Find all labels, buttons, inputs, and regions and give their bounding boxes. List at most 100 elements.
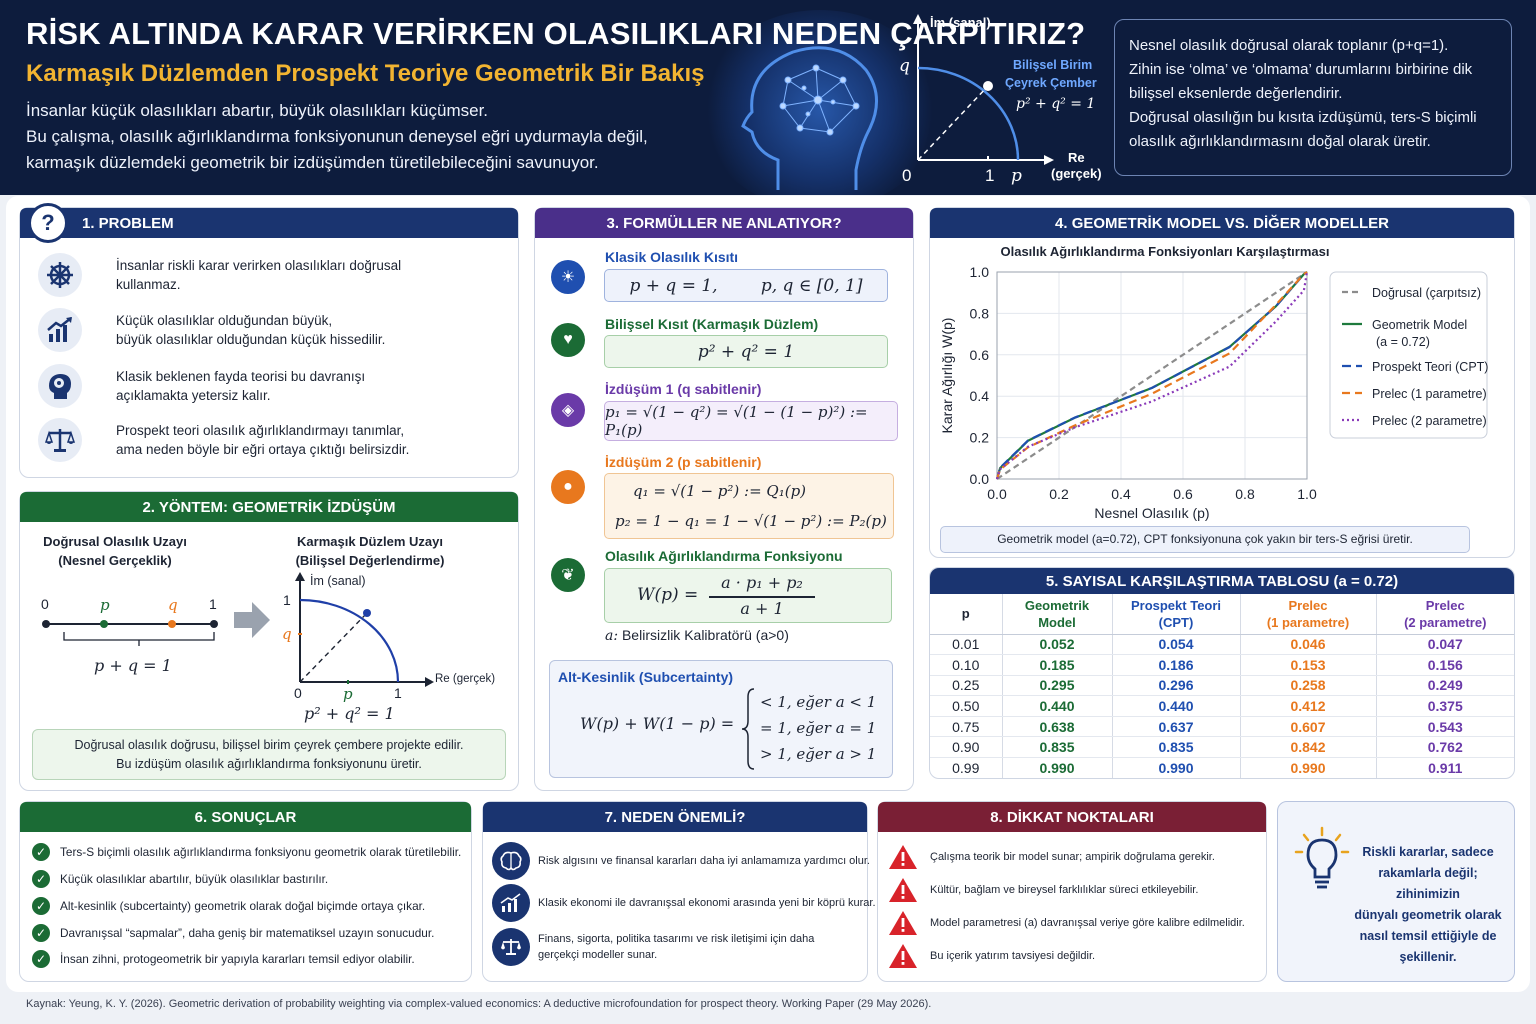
problem-title: 1. PROBLEM (82, 214, 174, 232)
subcertainty-box: Alt-Kesinlik (Subcertainty) W(p) + W(1 −… (549, 660, 893, 778)
result-text-4: Davranışsal “sapmalar”, daha geniş bir m… (60, 926, 435, 940)
results-card: 6. SONUÇLAR ✓ Ters-S biçimli olasılık ağı… (19, 801, 472, 982)
table-cell: 0.762 (1376, 736, 1514, 759)
hdr-zero-label: 0 (902, 166, 912, 185)
x-tick-label: 0.8 (1235, 486, 1255, 502)
hdr-re-sub: (gerçek) (1051, 166, 1102, 181)
method-left-title-1: Doğrusal Olasılık Uzayı (43, 534, 187, 549)
header-banner: RİSK ALTINDA KARAR VERİRKEN OLASILIKLARI… (0, 0, 1536, 195)
method-note-1: Doğrusal olasılık doğrusu, bilişsel biri… (74, 738, 464, 752)
takeaway-card: Riskli kararlar, sadece rakamlarla değil… (1277, 801, 1515, 982)
result-item-1: ✓ Ters-S biçimli olasılık ağırlıklandırma… (32, 843, 461, 861)
y-tick-label: 0.4 (970, 388, 990, 404)
head-brain-icon (38, 364, 82, 408)
table-cell: 0.835 (1002, 736, 1113, 759)
warning-icon (889, 911, 917, 935)
table-header-cell: Prospekt Teori (CPT) (1112, 594, 1241, 635)
table-title: 5. SAYISAL KARŞILAŞTIRMA TABLOSU (a = 0.… (1045, 572, 1399, 590)
legend-label-1: Doğrusal (çarpıtsız) (1372, 286, 1481, 300)
table-row: 0.99 0.990 0.990 0.990 0.911 (930, 757, 1514, 778)
y-tick-label: 0.0 (970, 471, 990, 487)
table-header-cell: p (930, 594, 1003, 635)
table-cell: 0.440 (1002, 695, 1113, 717)
caveats-header: 8. DİKKAT NOKTALARI (878, 802, 1266, 832)
table-cell: 0.01 (930, 634, 1003, 656)
caveat-item-2: Kültür, bağlam ve bireysel farklılıklar … (888, 877, 1198, 903)
result-item-3: ✓ Alt-kesinlik (subcertainty) geometrik o… (32, 897, 425, 915)
table-header-line: Model (1038, 614, 1076, 630)
results-title: 6. SONUÇLAR (194, 808, 297, 826)
table-cell: 0.412 (1240, 695, 1377, 717)
chart-title: Olasılık Ağırlıklandırma Fonksiyonları K… (1000, 244, 1330, 259)
table-cell: 0.054 (1112, 634, 1241, 656)
ship-wheel-icon (38, 253, 82, 297)
f5-note: a: Belirsizlik Kalibratörü (a>0) (605, 627, 789, 644)
table-row: 0.75 0.638 0.637 0.607 0.543 (930, 716, 1514, 738)
weighting-function-chart: 0.0 0.2 0.4 0.6 0.8 1.0 0.0 0.2 0.4 0.6 0.8 1.0 Nesn… (939, 264, 1488, 521)
table-header-line: (CPT) (1158, 614, 1194, 630)
table-cell: 0.607 (1240, 716, 1377, 738)
takeaway-line-1: Riskli kararlar, sadece (1362, 845, 1494, 859)
table-row: 0.50 0.440 0.440 0.412 0.375 (930, 695, 1514, 717)
f5-note-var: a: (605, 628, 619, 644)
formulas-header: 3. FORMÜLLER NE ANLATIYOR? (535, 208, 913, 238)
f2-label: Bilişsel Kısıt (Karmaşık Düzlem) (605, 316, 819, 332)
method-card: 2. YÖNTEM: GEOMETRİK İZDÜŞÜM Doğrusal Ol… (19, 491, 519, 791)
method-right-title-1: Karmaşık Düzlem Uzayı (297, 534, 443, 549)
importance-item-3: Finans, sigorta, politika tasarımı ve ri… (492, 928, 814, 966)
x-axis-label: Nesnel Olasılık (p) (1094, 505, 1209, 521)
caveat-text-3: Model parametresi (a) davranışsal veriye… (930, 917, 1245, 929)
warning-icon (889, 944, 917, 968)
problem-item-4: Prospekt teori olasılık ağırlıklandırmay… (38, 418, 409, 462)
f3-formula: p₁ = √(1 − q²) = √(1 − (1 − p)²) := P₁(p… (605, 403, 868, 439)
line-p-label: p (100, 596, 110, 614)
table-cell: 0.440 (1112, 695, 1241, 717)
table-cell: 0.638 (1002, 716, 1113, 738)
f1-label: Klasik Olasılık Kısıtı (605, 249, 739, 265)
line-sum-equation: p + q = 1 (94, 656, 172, 675)
hdr-circle-eq: p² + q² = 1 (1016, 96, 1096, 112)
y-tick-label: 0.6 (970, 347, 990, 363)
problem-item-4-line-1: Prospekt teori olasılık ağırlıklandırmay… (116, 423, 405, 438)
table-header-cell: Prelec (1 parametre) (1240, 594, 1377, 635)
importance-title: 7. NEDEN ÖNEMLİ? (604, 808, 746, 826)
complex-one-y-label: 1 (283, 592, 291, 608)
y-tick-label: 0.2 (970, 430, 990, 446)
complex-q-label: q (282, 625, 292, 643)
series-line-5 (995, 271, 1309, 480)
f5-label: Olasılık Ağırlıklandırma Fonksiyonu (605, 548, 843, 564)
table-header-line: (1 parametre) (1266, 614, 1350, 630)
intro-line-1: İnsanlar küçük olasılıkları abartır, büy… (26, 101, 489, 120)
result-item-5: ✓ İnsan zihni, protogeometrik bir yapıyla… (32, 950, 415, 968)
comparison-table: p Geometrik Model Prospekt Teori (CPT) Prelec… (930, 594, 1514, 778)
table-row: 0.90 0.835 0.835 0.842 0.762 (930, 736, 1514, 759)
problem-item-2: Küçük olasılıklar olduğundan büyük, büyü… (38, 308, 385, 352)
table-cell: 0.052 (1002, 634, 1113, 656)
brain-icon (492, 842, 530, 880)
complex-p-label: p (343, 685, 353, 703)
result-text-3: Alt-kesinlik (subcertainty) geometrik ol… (60, 899, 426, 913)
summary-line-2: Zihin ise ‘olma’ ve ‘olmama’ durumlarını… (1129, 61, 1473, 78)
importance-header: 7. NEDEN ÖNEMLİ? (483, 802, 867, 832)
hdr-one-label: 1 (985, 166, 995, 185)
page-title: RİSK ALTINDA KARAR VERİRKEN OLASILIKLARI… (26, 16, 1086, 51)
comparison-header: 4. GEOMETRİK MODEL VS. DİĞER MODELLER (930, 208, 1514, 238)
complex-circle-equation: p² + q² = 1 (304, 704, 395, 723)
f3-label: İzdüşüm 1 (q sabitlenir) (605, 381, 762, 397)
method-title: 2. YÖNTEM: GEOMETRİK İZDÜŞÜM (142, 498, 396, 516)
table-cell: 0.842 (1240, 736, 1377, 759)
balance-icon (492, 928, 530, 966)
complex-zero-label: 0 (294, 685, 302, 701)
subcertainty-label: Alt-Kesinlik (Subcertainty) (558, 669, 734, 685)
x-tick-label: 0.4 (1111, 486, 1131, 502)
check-icon: ✓ (32, 870, 50, 888)
question-mark: ? (41, 210, 55, 235)
table-card: 5. SAYISAL KARŞILAŞTIRMA TABLOSU (a = 0.… (929, 567, 1515, 779)
result-text-1: Ters-S biçimli olasılık ağırlıklandırma … (60, 845, 462, 859)
f5-numerator: a · p₁ + p₂ (721, 573, 803, 592)
comparison-title: 4. GEOMETRİK MODEL VS. DİĞER MODELLER (1055, 214, 1389, 232)
caveat-text-2: Kültür, bağlam ve bireysel farklılıklar … (930, 884, 1199, 896)
problem-item-2-line-1: Küçük olasılıklar olduğundan büyük, (116, 313, 333, 328)
f5-lhs: W(p) = (637, 585, 699, 605)
formulas-card: 3. FORMÜLLER NE ANLATIYOR? ☀ Klasik Olas… (534, 207, 914, 791)
